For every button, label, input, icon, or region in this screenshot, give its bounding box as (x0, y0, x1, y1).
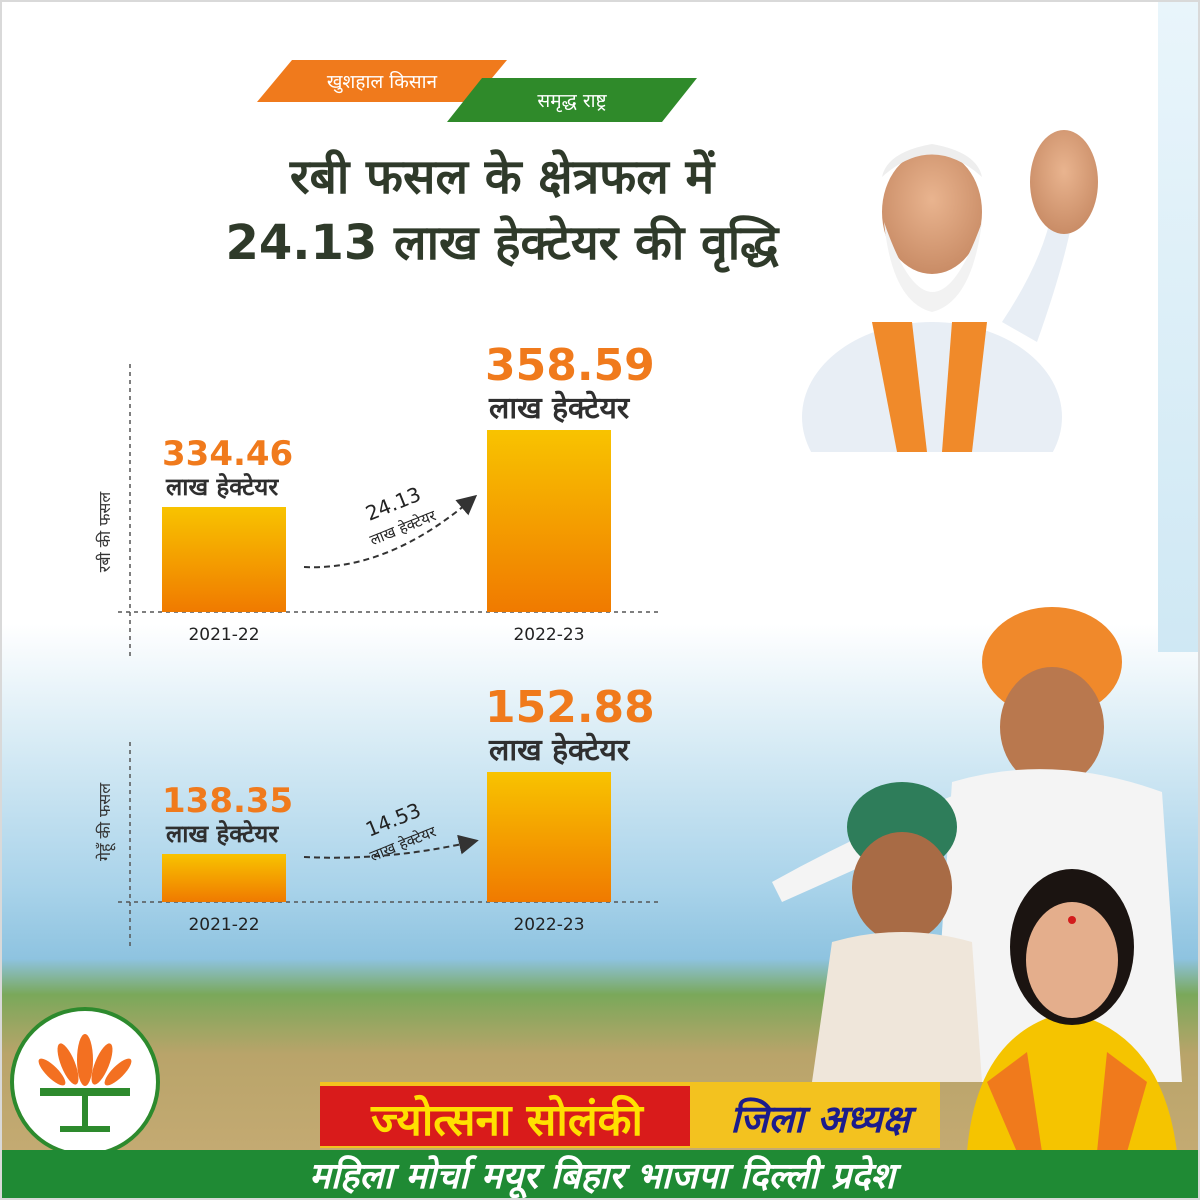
unit-label: लाख हेक्टेयर (165, 820, 279, 848)
unit-label: लाख हेक्टेयर (488, 732, 631, 768)
y-axis-label: रबी की फसल (95, 491, 114, 573)
data-label: 152.88 (485, 682, 655, 733)
data-label: 358.59 (485, 340, 655, 391)
unit-label: लाख हेक्टेयर (488, 390, 631, 426)
farmer-face-2 (852, 832, 952, 942)
increase-arrow (303, 494, 478, 569)
bar-2022-23 (487, 430, 611, 612)
leader-kurta (802, 322, 1062, 452)
leader-hand (1030, 130, 1098, 234)
portrait-scarf-left (987, 1052, 1042, 1152)
headline: रबी फसल के क्षेत्रफल में 24.13 लाख हेक्ट… (152, 144, 852, 276)
president-name: ज्योत्सना सोलंकी (371, 1095, 643, 1146)
leader-arm (1002, 212, 1072, 342)
slogan-tag-right: समृद्ध राष्ट्र (447, 78, 697, 122)
leader-scarf-left (872, 322, 927, 452)
leader-scarf-right (942, 322, 987, 452)
x-tick-label: 2022-23 (513, 625, 584, 645)
organization-banner (2, 1150, 1198, 1198)
bar-2021-22 (162, 854, 286, 902)
x-tick-label: 2021-22 (188, 915, 259, 935)
portrait-bindi (1068, 916, 1076, 924)
farmer-shirt-2 (812, 932, 982, 1082)
headline-line-1: रबी फसल के क्षेत्रफल में (289, 149, 715, 205)
portrait-scarf-right (1097, 1052, 1147, 1152)
increase-arrow (303, 834, 479, 859)
district-president-photo (967, 869, 1177, 1152)
farmer-face-1 (1000, 667, 1104, 787)
background-strip (1158, 2, 1198, 652)
leader-beard (884, 222, 982, 312)
leader-hair (882, 144, 982, 177)
headline-line-2: 24.13 लाख हेक्टेयर की वृद्धि (225, 215, 779, 271)
leader-face (882, 150, 982, 274)
y-axis-label: गेहूँ की फसल (95, 782, 116, 861)
data-label: 138.35 (162, 781, 293, 821)
slogan-tag-left: खुशहाल किसान (257, 60, 507, 102)
x-tick-label: 2021-22 (188, 625, 259, 645)
bar-2022-23 (487, 772, 611, 902)
lotus-icon (38, 1034, 132, 1132)
unit-label: लाख हेक्टेयर (165, 473, 279, 501)
portrait-face (1026, 902, 1118, 1018)
bar-2021-22 (162, 507, 286, 612)
organization-name: महिला मोर्चा मयूर बिहार भाजपा दिल्ली प्र… (309, 1155, 895, 1197)
data-label: 334.46 (162, 434, 293, 474)
x-tick-label: 2022-23 (513, 915, 584, 935)
name-highlight (320, 1086, 690, 1146)
leader-photo (802, 130, 1098, 452)
president-role: जिला अध्यक्ष (730, 1096, 910, 1141)
